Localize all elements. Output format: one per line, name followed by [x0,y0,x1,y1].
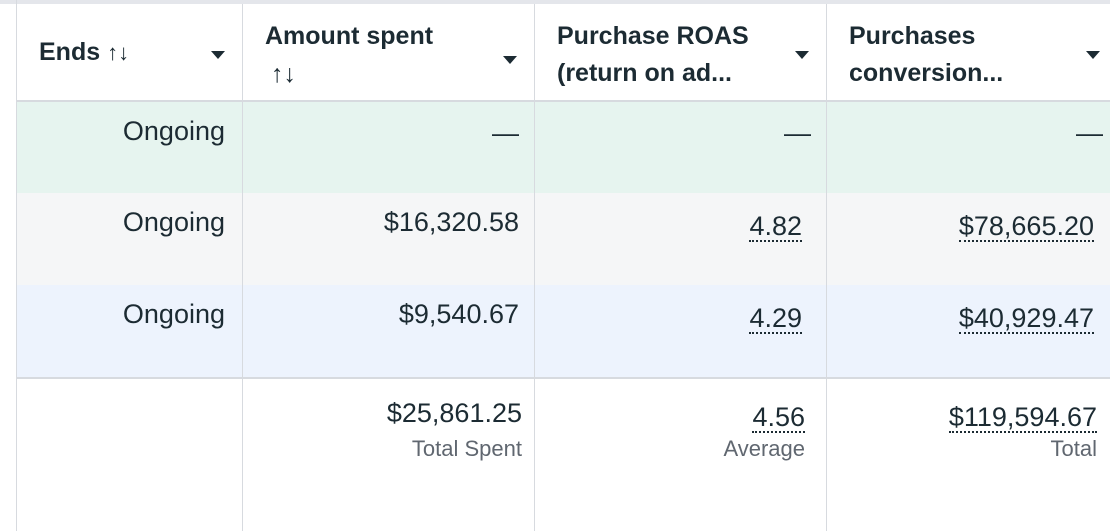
table-header-row: Ends ↑↓ Amount spent ↑↓ Purchase ROAS (r… [17,4,1110,102]
cell-ends: Ongoing [122,299,225,329]
cell-purchases-conversion: $78,665.20 [827,207,1094,245]
chevron-down-icon[interactable] [503,56,517,64]
column-header-amount-spent[interactable]: Amount spent ↑↓ [243,4,535,100]
total-purchase-roas: 4.56 [535,398,805,436]
column-divider[interactable] [242,4,243,531]
total-amount-spent: $25,861.25 [386,398,522,428]
table-left-border [16,0,17,531]
column-title-purchase-roas-line1: Purchase ROAS [557,22,749,50]
total-amount-spent-label: Total Spent [411,436,522,461]
column-header-purchases-conversion[interactable]: Purchases conversion... [827,4,1110,100]
table-top-border [0,0,1110,4]
table-totals-row: $25,861.25 Total Spent 4.56 Average $119… [17,379,1110,531]
chevron-down-icon[interactable] [795,51,809,59]
cell-ends: Ongoing [122,116,225,146]
column-divider[interactable] [534,4,535,531]
column-title-amount-spent: Amount spent [265,22,434,50]
column-divider[interactable] [826,4,827,531]
conversion-value-link[interactable]: $40,929.47 [958,303,1094,334]
roas-link[interactable]: 4.29 [749,303,802,334]
cell-purchase-roas: 4.29 [535,299,802,337]
table-row[interactable]: Ongoing $16,320.58 4.82 $78,665.20 [17,193,1110,285]
total-purchase-roas-label: Average [723,436,805,461]
cell-purchases-conversion: $40,929.47 [827,299,1094,337]
sort-icon[interactable]: ↑↓ [271,60,296,88]
total-purchases-conversion: $119,594.67 [827,398,1097,436]
chevron-down-icon[interactable] [211,51,225,59]
sort-icon[interactable]: ↑↓ [107,40,130,65]
total-conversion-link[interactable]: $119,594.67 [948,402,1097,433]
column-header-ends[interactable]: Ends ↑↓ [17,4,243,100]
column-header-purchase-roas[interactable]: Purchase ROAS (return on ad... [535,4,827,100]
table-row[interactable]: Ongoing — — — [17,102,1110,193]
cell-amount-spent: $9,540.67 [398,299,519,329]
cell-purchase-roas: 4.82 [535,207,802,245]
conversion-value-link[interactable]: $78,665.20 [958,211,1094,242]
cell-purchases-conversion: — [1076,118,1103,148]
table-row[interactable]: Ongoing $9,540.67 4.29 $40,929.47 [17,285,1110,379]
cell-amount-spent: — [492,118,519,148]
total-purchases-conversion-label: Total [1050,436,1097,461]
column-title-ends: Ends [39,38,101,66]
total-roas-link[interactable]: 4.56 [752,402,805,433]
column-title-purchases-line1: Purchases [849,22,976,50]
column-title-purchase-roas-line2: (return on ad... [557,59,732,87]
column-title-purchases-line2: conversion... [849,59,1004,87]
cell-purchase-roas: — [784,118,811,148]
roas-link[interactable]: 4.82 [749,211,802,242]
cell-ends: Ongoing [122,207,225,237]
chevron-down-icon[interactable] [1086,51,1100,59]
cell-amount-spent: $16,320.58 [383,207,519,237]
